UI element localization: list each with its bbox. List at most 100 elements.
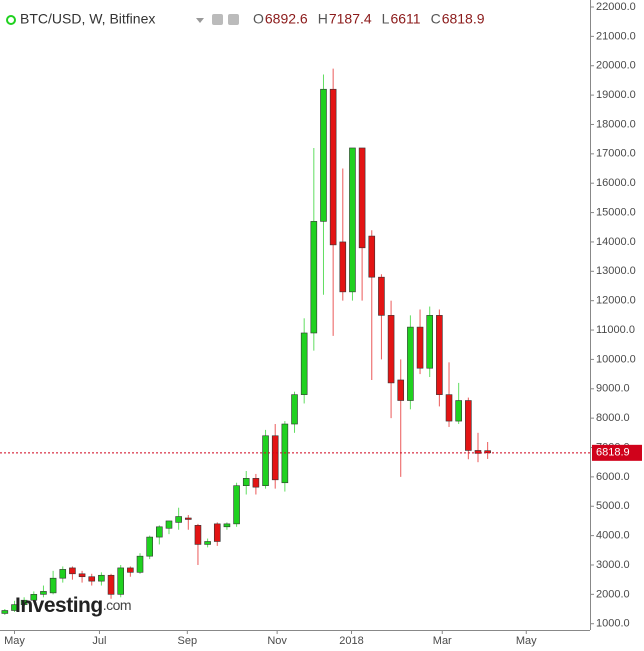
y-tick-label: 15000.0 — [596, 206, 636, 218]
y-tick-label: 1000.0 — [596, 618, 630, 630]
candle-body — [136, 555, 144, 573]
candle-body — [40, 591, 47, 595]
ohlc-key: H — [318, 11, 328, 27]
y-tick-label: 11000.0 — [596, 324, 635, 336]
ohlc-value: 6818.9 — [442, 11, 485, 27]
candle-body — [185, 517, 192, 520]
x-tick-label: Jul — [92, 635, 106, 647]
candle-body — [310, 221, 318, 334]
y-tick-label: 5000.0 — [596, 500, 630, 512]
y-tick-label: 18000.0 — [596, 118, 636, 130]
candle-body — [368, 235, 376, 278]
candle-body — [175, 516, 182, 523]
y-tick-label: 20000.0 — [596, 60, 636, 72]
y-tick-label: 19000.0 — [596, 89, 636, 101]
y-tick-label: 3000.0 — [596, 559, 630, 571]
x-tick-label: May — [516, 635, 537, 647]
candle-body — [1, 610, 9, 614]
ohlc-value: 6892.6 — [265, 11, 308, 27]
y-tick-label: 16000.0 — [596, 177, 636, 189]
x-tick-label: Sep — [178, 635, 198, 647]
y-tick-label: 14000.0 — [596, 236, 636, 248]
candle-body — [49, 577, 57, 594]
candle-body — [474, 450, 482, 454]
candle-body — [455, 400, 462, 422]
plot-area — [0, 68, 590, 615]
candle-body — [233, 485, 240, 525]
candle-body — [484, 450, 491, 454]
candle-body — [165, 520, 173, 529]
candle-body — [407, 326, 414, 401]
candle-body — [146, 536, 153, 557]
candle-body — [30, 594, 38, 601]
candle-body — [300, 332, 308, 395]
y-tick-label: 9000.0 — [596, 383, 630, 395]
candle-body — [213, 523, 221, 542]
candle-body — [98, 574, 105, 582]
chart-title: BTC/USD, W, Bitfinex — [20, 11, 155, 27]
candle-body — [465, 400, 472, 451]
watermark-suffix: .com — [103, 597, 131, 613]
candle-body — [349, 147, 356, 293]
candle-body — [127, 567, 134, 573]
candle-body — [59, 569, 67, 579]
candle-body — [291, 394, 298, 425]
candle-body — [329, 88, 337, 246]
candle-body — [78, 573, 86, 578]
candle-body — [242, 478, 250, 486]
y-tick-label: 2000.0 — [596, 588, 630, 600]
candle-body — [156, 526, 163, 538]
watermark-brand: Investing — [15, 594, 103, 617]
candle-body — [445, 394, 453, 422]
x-tick-label: May — [4, 635, 25, 647]
candle-body — [69, 567, 76, 575]
y-tick-label: 4000.0 — [596, 530, 630, 542]
candle-body — [252, 478, 260, 488]
ohlc-key: L — [382, 11, 390, 27]
y-tick-label: 12000.0 — [596, 295, 636, 307]
ohlc-key: O — [253, 11, 264, 27]
candle-body — [378, 276, 385, 316]
y-tick-label: 22000.0 — [596, 1, 636, 13]
candle-body — [223, 523, 231, 528]
y-tick-label: 17000.0 — [596, 148, 636, 160]
watermark: Investing.com — [15, 594, 131, 617]
y-tick-label: 13000.0 — [596, 265, 636, 277]
candle-body — [107, 574, 115, 595]
y-tick-label: 10000.0 — [596, 353, 636, 365]
status-icon — [6, 15, 16, 25]
candle-body — [339, 241, 347, 293]
candle-body — [397, 379, 405, 401]
candle-body — [436, 315, 443, 395]
x-tick-label: 2018 — [339, 635, 363, 647]
candle-body — [194, 525, 202, 545]
candle-body — [320, 88, 327, 222]
x-tick-label: Mar — [433, 635, 452, 647]
candle-body — [204, 541, 211, 545]
candle-body — [387, 315, 395, 384]
candle-body — [281, 423, 289, 484]
y-tick-label: 8000.0 — [596, 412, 630, 424]
ohlc-legend: O 6892.6 H 7187.4 L 6611 C 6818.9 — [253, 11, 485, 27]
last-price-label: 6818.9 — [596, 447, 630, 459]
y-tick-label: 21000.0 — [596, 30, 636, 42]
candle-body — [11, 604, 18, 611]
y-tick-label: 6000.0 — [596, 471, 630, 483]
candle-body — [117, 567, 124, 595]
ohlc-value: 6611 — [390, 11, 420, 27]
candle-body — [358, 147, 366, 249]
gear-icon[interactable] — [228, 14, 239, 25]
candle-body — [262, 435, 269, 486]
settings-icon[interactable] — [212, 14, 223, 25]
ohlc-value: 7187.4 — [329, 11, 372, 27]
candle-body — [20, 599, 28, 605]
x-tick-label: Nov — [267, 635, 287, 647]
ohlc-key: C — [431, 11, 441, 27]
dropdown-icon[interactable] — [196, 18, 204, 23]
candle-body — [88, 576, 96, 582]
last-price-tag — [592, 444, 642, 461]
candle-body — [426, 315, 433, 369]
candle-body — [271, 435, 279, 481]
candle-body — [416, 326, 424, 369]
